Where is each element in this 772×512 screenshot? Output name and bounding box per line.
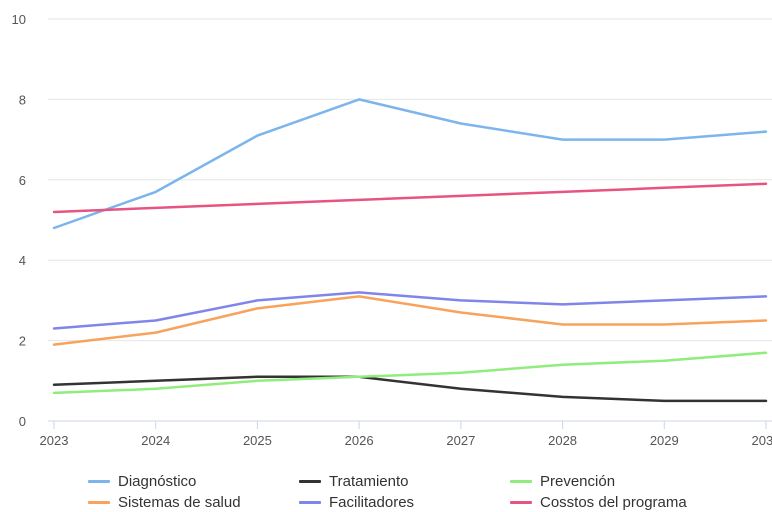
y-tick-label: 10 xyxy=(12,12,26,27)
legend-item[interactable]: Diagnóstico xyxy=(88,472,299,491)
legend-label: Facilitadores xyxy=(329,494,415,511)
x-tick-label: 2025 xyxy=(243,433,272,448)
gridlines xyxy=(48,18,772,342)
legend-label: Tratamiento xyxy=(329,473,409,490)
legend-item[interactable]: Tratamiento xyxy=(299,472,510,491)
series-line xyxy=(52,98,768,230)
x-tick-label: 2027 xyxy=(446,433,475,448)
legend-swatch xyxy=(299,480,321,483)
x-tick-label: 2026 xyxy=(345,433,374,448)
legend: Diagnóstico Tratamiento Prevención Sistemas… xyxy=(88,472,728,512)
y-tick-label: 2 xyxy=(19,334,26,349)
legend-label: Prevención xyxy=(540,473,616,490)
series-line xyxy=(52,291,768,330)
legend-item[interactable]: Cosstos del programa xyxy=(510,493,730,512)
y-axis: 0 2 4 6 8 10 xyxy=(12,12,26,429)
series-line xyxy=(52,182,768,214)
legend-swatch xyxy=(510,501,532,504)
x-tick-label: 2030 xyxy=(752,433,772,448)
legend-label: Cosstos del programa xyxy=(540,494,687,511)
x-tick-label: 2023 xyxy=(40,433,69,448)
legend-swatch xyxy=(88,480,110,483)
x-tick-label: 2024 xyxy=(141,433,170,448)
legend-swatch xyxy=(88,501,110,504)
legend-swatch xyxy=(510,480,532,483)
series-line xyxy=(52,351,768,395)
legend-label: Diagnóstico xyxy=(118,473,197,490)
series-line xyxy=(52,375,768,403)
series-line xyxy=(52,295,768,346)
y-tick-label: 6 xyxy=(19,173,26,188)
series-lines xyxy=(52,98,768,403)
x-tick-label: 2028 xyxy=(548,433,577,448)
y-tick-label: 4 xyxy=(19,253,26,268)
legend-swatch xyxy=(299,501,321,504)
y-tick-label: 8 xyxy=(19,92,26,107)
x-axis: 2023 2024 2025 2026 2027 2028 2029 2030 xyxy=(40,420,772,448)
legend-item[interactable]: Sistemas de salud xyxy=(88,493,299,512)
y-tick-label: 0 xyxy=(19,414,26,429)
legend-item[interactable]: Prevención xyxy=(510,472,730,491)
legend-label: Sistemas de salud xyxy=(118,494,241,511)
x-tick-label: 2029 xyxy=(650,433,679,448)
legend-item[interactable]: Facilitadores xyxy=(299,493,510,512)
